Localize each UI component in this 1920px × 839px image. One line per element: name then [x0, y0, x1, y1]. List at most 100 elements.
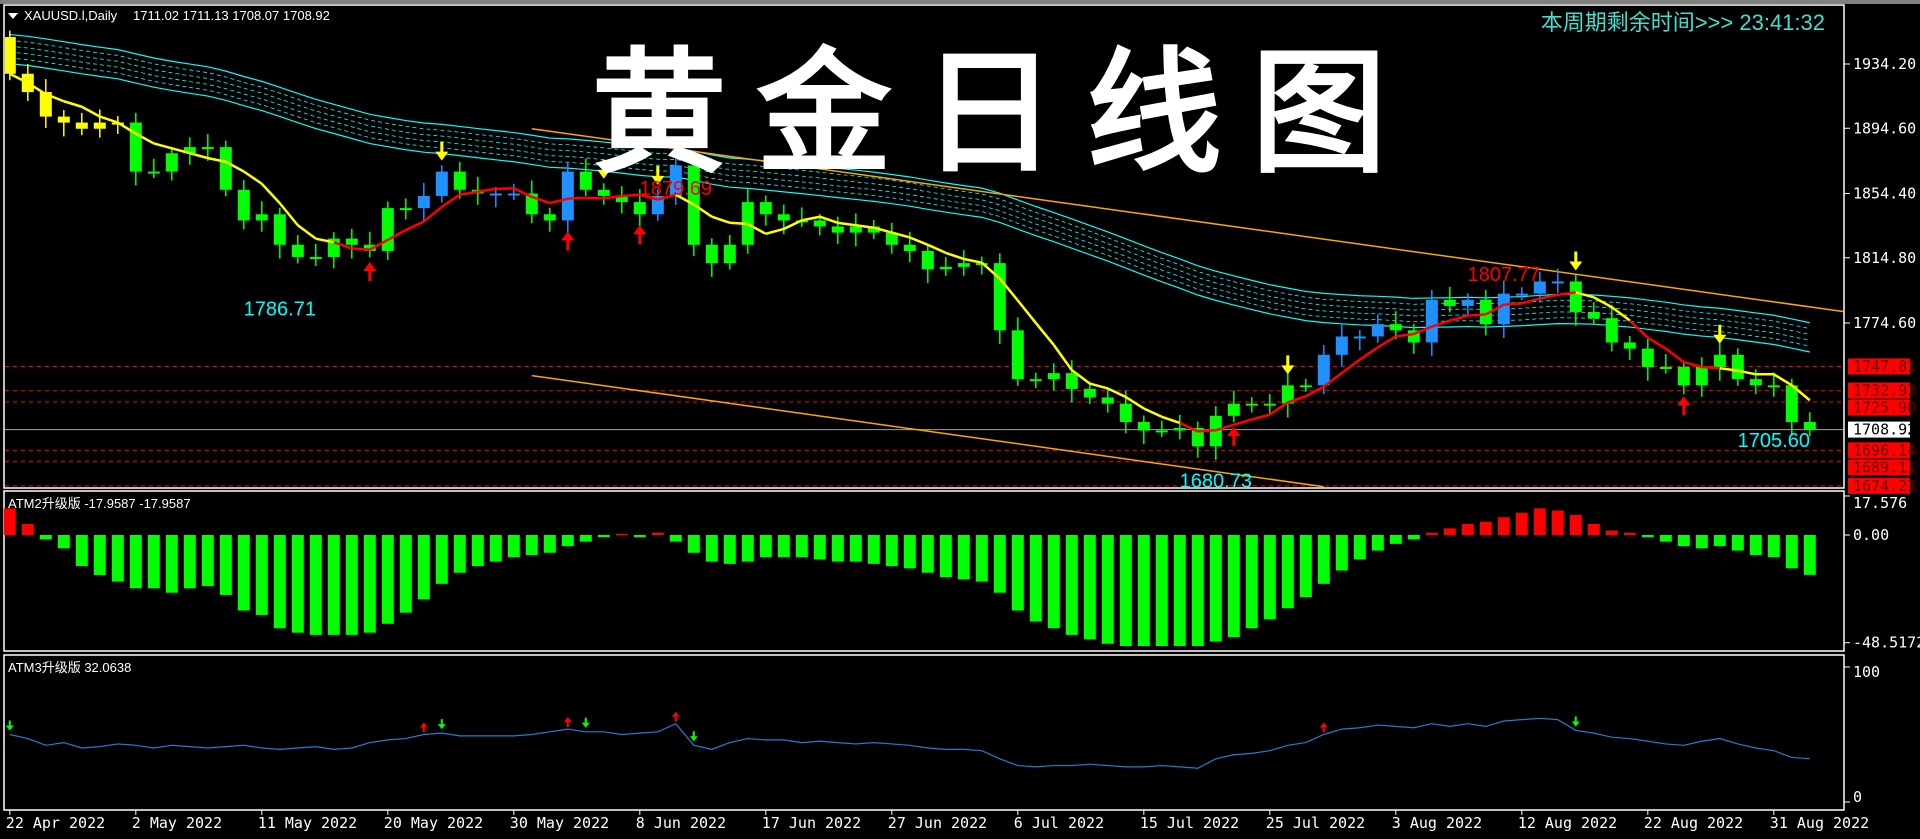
candle-body	[1119, 403, 1132, 422]
candle-body	[633, 202, 646, 215]
histogram-bar	[615, 533, 628, 536]
histogram-bar	[1191, 535, 1204, 646]
candle-body	[1047, 373, 1060, 380]
candle	[1425, 290, 1438, 357]
histogram-bar	[1533, 508, 1546, 535]
histogram-bar	[921, 535, 934, 573]
moving-average-segment	[1179, 421, 1199, 433]
candle-body	[1137, 421, 1150, 431]
histogram-bar	[1695, 535, 1708, 549]
atm2-panel[interactable]	[3, 490, 1845, 652]
price-tick-label: 1934.20	[1853, 55, 1916, 73]
histogram-bar	[1461, 523, 1474, 535]
atm3-panel[interactable]	[3, 654, 1845, 811]
histogram-bar	[291, 535, 304, 633]
candle	[1515, 287, 1528, 301]
candle	[1713, 341, 1726, 381]
level-badge-label: 1732.93	[1853, 382, 1916, 400]
histogram-bar	[939, 535, 952, 578]
candle-body	[57, 116, 70, 123]
moving-average-segment	[1557, 291, 1576, 297]
histogram-bar	[453, 535, 466, 573]
level-badge-label: 1747.81	[1853, 357, 1916, 375]
histogram-bar	[1047, 535, 1060, 629]
candle-body	[1371, 324, 1384, 337]
moving-average-segment	[1628, 319, 1649, 339]
moving-average-segment	[459, 190, 479, 196]
moving-average-segment	[909, 236, 929, 246]
ohlc-values: 1711.02 1711.13 1708.07 1708.92	[133, 8, 330, 23]
moving-average-segment	[1161, 415, 1181, 425]
price-tick-label: 1774.60	[1853, 314, 1916, 332]
candle-body	[1569, 281, 1582, 312]
moving-average-segment	[531, 195, 551, 205]
candle	[885, 222, 898, 254]
candle-body	[1677, 366, 1690, 386]
candle-body	[1029, 379, 1042, 382]
candle-body	[1011, 330, 1024, 380]
candle-body	[93, 122, 106, 129]
histogram-bar	[1713, 535, 1726, 547]
candle-body	[1317, 354, 1330, 386]
moving-average-segment	[1611, 306, 1631, 322]
atm3-down-arrow-icon	[1571, 716, 1580, 727]
current-price-badge	[1848, 421, 1910, 438]
down-arrow-icon	[1569, 251, 1583, 271]
moving-average-segment	[27, 81, 47, 96]
moving-average-segment	[351, 247, 370, 251]
candle	[1641, 338, 1654, 381]
histogram-bar	[93, 535, 106, 575]
candle	[1497, 280, 1510, 338]
histogram-bar	[327, 535, 340, 635]
candle	[921, 244, 934, 284]
moving-average-segment	[189, 152, 209, 160]
candle	[399, 198, 412, 220]
up-arrow-icon	[363, 261, 377, 281]
atm3-plot	[5, 711, 1810, 769]
histogram-bar	[507, 535, 520, 558]
moving-average-segment	[891, 231, 911, 239]
candle-body	[381, 208, 394, 251]
moving-average-segment	[315, 237, 335, 244]
candle-body	[1515, 293, 1528, 296]
histogram-bar	[1299, 535, 1312, 598]
main-panel[interactable]	[3, 4, 1845, 489]
candle	[363, 231, 376, 258]
candle	[759, 195, 772, 226]
moving-average-segment	[1107, 387, 1127, 399]
moving-average-segment	[675, 193, 695, 206]
histogram-bar	[183, 535, 196, 589]
histogram-bar	[1641, 535, 1654, 538]
candle	[669, 155, 682, 205]
histogram-bar	[1353, 535, 1366, 560]
histogram-bar	[399, 535, 412, 613]
candle	[1047, 363, 1060, 391]
candle-body	[273, 214, 286, 245]
atm2-tick-label: -48.5172	[1853, 634, 1920, 652]
candle-body	[615, 195, 628, 203]
candle	[1803, 412, 1816, 437]
panel-dropdown-icon[interactable]	[8, 13, 18, 19]
level-badge	[1848, 382, 1910, 399]
date-tick-label: 3 Aug 2022	[1392, 814, 1482, 832]
candle-body	[1191, 427, 1204, 447]
candle-body	[1659, 366, 1672, 369]
histogram-bar	[1551, 510, 1564, 535]
moving-average-segment	[369, 238, 389, 251]
moving-average-segment	[63, 100, 83, 108]
candle	[435, 165, 448, 203]
candle	[1569, 274, 1582, 326]
candle-body	[885, 232, 898, 245]
price-annotation: 1680.73	[1180, 470, 1252, 492]
candle-body	[1335, 336, 1348, 355]
level-badge	[1848, 459, 1910, 476]
histogram-bar	[471, 535, 484, 567]
histogram-bar	[903, 535, 916, 569]
moving-average-segment	[1449, 314, 1469, 322]
candle	[831, 216, 844, 244]
candle-body	[1353, 336, 1366, 339]
level-badge-label: 1689.11	[1853, 458, 1916, 476]
candle	[1479, 290, 1492, 336]
histogram-bar	[849, 535, 862, 562]
